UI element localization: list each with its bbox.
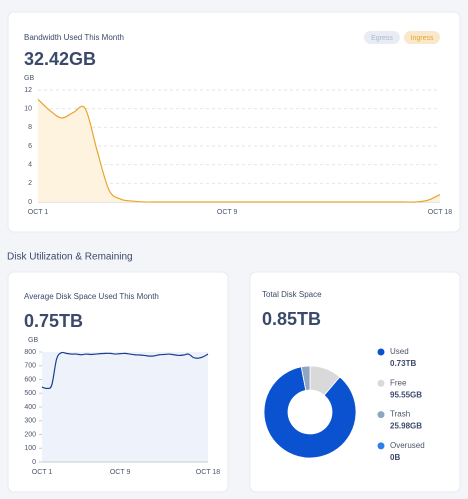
chart-title: Average Disk Space Used This Month xyxy=(24,292,159,301)
y-tick-label: 4 xyxy=(28,162,32,169)
legend-dot xyxy=(377,348,385,356)
bandwidth-card xyxy=(7,11,461,233)
value-label: 0.73TB xyxy=(390,359,416,368)
y-tick-label: 8 xyxy=(28,124,32,131)
legend-label: Trash xyxy=(390,410,410,419)
y-tick-label: 800 xyxy=(24,349,36,356)
area xyxy=(38,99,440,203)
value-label: 25.98GB xyxy=(390,422,422,431)
x-tick-label: OCT 1 xyxy=(28,209,49,216)
y-tick-label: 700 xyxy=(24,363,36,370)
x-tick-label: OCT 9 xyxy=(110,469,131,476)
x-tick-label: OCT 18 xyxy=(428,209,452,216)
y-tick-label: 600 xyxy=(24,376,36,383)
legend-pill[interactable] xyxy=(404,31,440,44)
chart-title: Total Disk Space xyxy=(262,290,322,299)
legend-label[interactable]: Ingress xyxy=(411,35,434,42)
y-tick-label: 400 xyxy=(24,404,36,411)
legend-pill[interactable] xyxy=(364,31,400,44)
plot-background xyxy=(42,352,208,462)
donut-slice xyxy=(263,366,357,459)
line xyxy=(37,98,441,203)
y-tick-label: 200 xyxy=(24,431,36,438)
section-title: Disk Utilization & Remaining xyxy=(7,252,133,263)
y-tick-label: 6 xyxy=(28,143,32,150)
legend-dot xyxy=(377,379,385,387)
line xyxy=(41,351,209,390)
y-tick-label: 10 xyxy=(24,106,32,113)
chart-title: Bandwidth Used This Month xyxy=(24,33,124,42)
headline-value: 0.85TB xyxy=(262,309,321,329)
legend-label: Overused xyxy=(390,441,425,450)
y-tick-label: 0 xyxy=(28,199,32,206)
y-axis-label: GB xyxy=(24,75,34,82)
donut-slice xyxy=(300,365,311,391)
y-tick-label: 300 xyxy=(24,418,36,425)
legend-dot xyxy=(377,442,385,450)
headline-value: 0.75TB xyxy=(24,311,83,331)
legend-dot xyxy=(377,411,385,419)
legend-label: Used xyxy=(390,347,409,356)
y-tick-label: 100 xyxy=(24,445,36,452)
y-tick-label: 500 xyxy=(24,390,36,397)
y-tick-label: 0 xyxy=(32,459,36,466)
value-label: 0B xyxy=(390,453,400,462)
legend-label: Free xyxy=(390,378,407,387)
y-axis-label: GB xyxy=(28,337,38,344)
x-tick-label: OCT 1 xyxy=(32,469,53,476)
x-tick-label: OCT 18 xyxy=(196,469,220,476)
legend-label[interactable]: Egress xyxy=(371,35,393,42)
value-label: 95.55GB xyxy=(390,390,422,399)
y-tick-label: 2 xyxy=(28,180,32,187)
x-tick-label: OCT 9 xyxy=(217,209,238,216)
y-tick-label: 12 xyxy=(24,87,32,94)
headline-value: 32.42GB xyxy=(24,49,96,69)
